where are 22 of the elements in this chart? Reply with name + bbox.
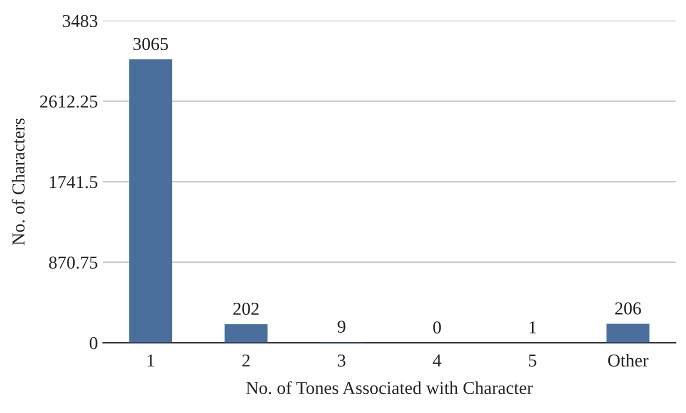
y-axis-title: No. of Characters [12,118,25,246]
data-label: 1 [530,321,536,334]
y-tick-label: 0 [90,337,98,350]
y-tick-label: 870.75 [49,256,98,269]
data-label: 206 [615,302,641,315]
x-tick-label: Other [608,354,648,367]
data-label: 9 [338,320,346,333]
y-tick-label: 3483 [62,14,98,28]
bar [224,324,268,343]
x-tick-label: 4 [432,354,442,366]
y-tick-label: 1741.5 [50,176,98,188]
data-label: 0 [433,321,441,334]
y-tick-label: 2612.25 [40,95,98,108]
x-axis-title: No. of Tones Associated with Character [246,381,533,394]
x-tick-label: 5 [529,354,536,367]
x-tick-label: 1 [148,354,154,366]
bar [606,324,650,343]
data-label: 3065 [133,38,168,50]
x-tick-label: 2 [242,354,250,366]
bar [129,59,172,343]
x-tick-label: 3 [338,354,346,367]
data-label: 202 [233,302,259,315]
